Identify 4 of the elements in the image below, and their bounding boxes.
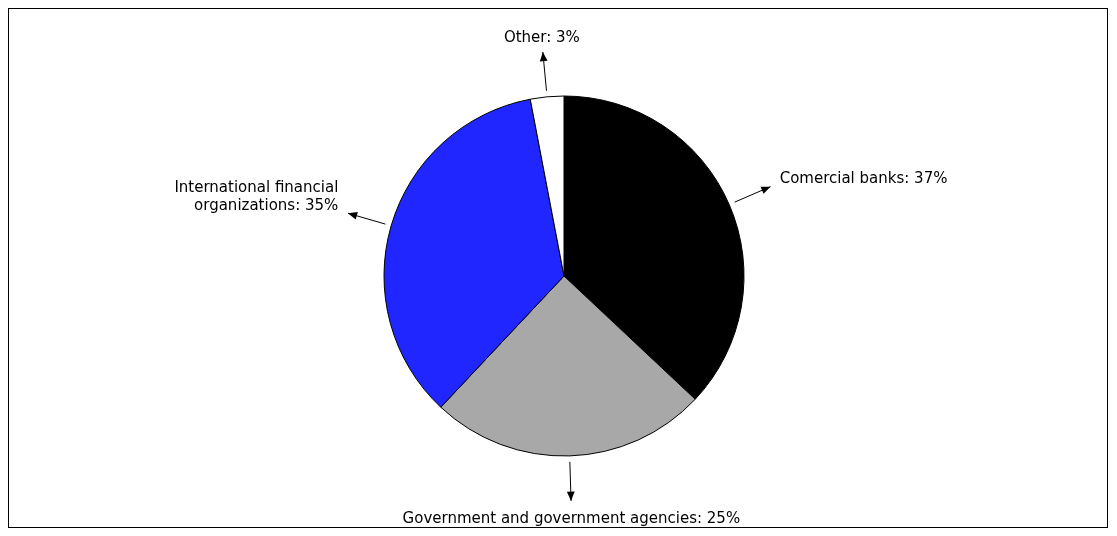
slice-label: Comercial banks: 37%	[779, 168, 948, 187]
slice-label: Other: 3%	[503, 28, 580, 47]
slice-label: International financial organizations: 35%	[174, 178, 339, 215]
slice-label: Government and government agencies: 25%	[402, 508, 741, 527]
